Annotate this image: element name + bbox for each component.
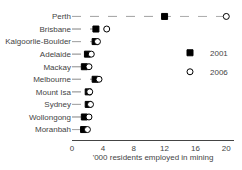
svg-text:'000 residents employed in min: '000 residents employed in mining (93, 153, 214, 162)
svg-text:Brisbane: Brisbane (39, 25, 71, 34)
svg-text:0: 0 (70, 144, 75, 153)
svg-text:Mount Isa: Mount Isa (36, 88, 72, 97)
svg-text:2006: 2006 (210, 68, 228, 77)
svg-text:16: 16 (191, 144, 200, 153)
svg-text:8: 8 (131, 144, 136, 153)
svg-text:Adelaide: Adelaide (40, 50, 72, 59)
svg-text:12: 12 (160, 144, 169, 153)
svg-text:Kalgoorlie-Boulder: Kalgoorlie-Boulder (5, 37, 71, 46)
svg-text:Mackay: Mackay (43, 63, 71, 72)
svg-text:Sydney: Sydney (44, 100, 71, 109)
svg-text:20: 20 (222, 144, 231, 153)
svg-text:4: 4 (101, 144, 106, 153)
svg-text:Wollongong: Wollongong (29, 113, 71, 122)
svg-text:2001: 2001 (210, 49, 228, 58)
svg-text:Perth: Perth (52, 12, 71, 21)
svg-text:Melbourne: Melbourne (33, 75, 71, 84)
svg-text:Moranbah: Moranbah (35, 125, 71, 134)
